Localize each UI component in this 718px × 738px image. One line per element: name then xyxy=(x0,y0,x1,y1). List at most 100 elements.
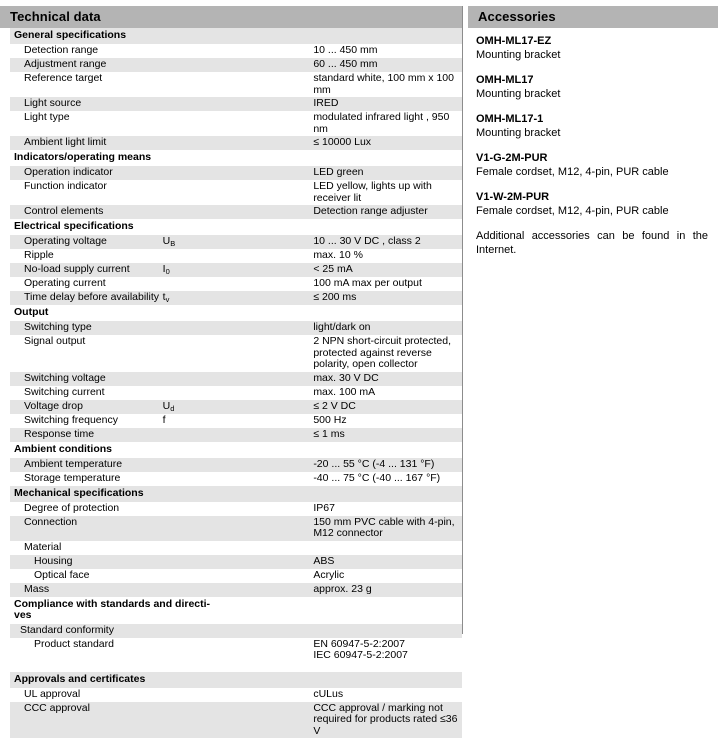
spec-group-heading: Approvals and certificates xyxy=(10,672,462,688)
spec-value: 2 NPN short-circuit protected, protected… xyxy=(311,335,462,372)
spec-label: Switching type xyxy=(10,321,161,335)
spec-label: Storage temperature xyxy=(10,472,161,486)
accessory-name: V1-G-2M-PUR xyxy=(476,151,708,165)
spec-label: Connection xyxy=(10,516,161,541)
spec-symbol xyxy=(161,372,312,386)
spec-symbol xyxy=(161,583,312,597)
spec-symbol xyxy=(161,688,312,702)
spec-label: UL approval xyxy=(10,688,161,702)
spec-group-heading: Mechanical specifications xyxy=(10,486,462,502)
spec-value: 100 mA max per output xyxy=(311,277,462,291)
spec-group-heading-row: Indicators/operating means xyxy=(10,150,462,166)
section-gap xyxy=(10,663,462,672)
spec-symbol: UB xyxy=(161,235,312,249)
spec-group-heading-row: Compliance with standards and directi-ve… xyxy=(10,597,462,624)
spec-value: light/dark on xyxy=(311,321,462,335)
spec-symbol xyxy=(161,111,312,136)
spec-group-heading: Output xyxy=(10,305,462,321)
spec-label: Switching voltage xyxy=(10,372,161,386)
spec-group-heading: Ambient conditions xyxy=(10,442,462,458)
spec-row: Storage temperature-40 ... 75 °C (-40 ..… xyxy=(10,472,462,486)
spec-label: Ambient light limit xyxy=(10,136,161,150)
spec-group-heading-row: General specifications xyxy=(10,28,462,44)
spec-symbol xyxy=(161,72,312,97)
spec-symbol xyxy=(161,180,312,205)
spec-value: ≤ 1 ms xyxy=(311,428,462,442)
spec-group-heading: General specifications xyxy=(10,28,462,44)
spec-label: No-load supply current xyxy=(10,263,161,277)
spec-label: Degree of protection xyxy=(10,502,161,516)
spec-value: < 25 mA xyxy=(311,263,462,277)
spec-label: Adjustment range xyxy=(10,58,161,72)
spec-row: Degree of protection IP67 xyxy=(10,502,462,516)
spec-symbol xyxy=(161,249,312,263)
spec-symbol xyxy=(161,516,312,541)
spec-row: Switching voltage max. 30 V DC xyxy=(10,372,462,386)
accessory-name: OMH-ML17-EZ xyxy=(476,34,708,48)
spec-row: Operating current 100 mA max per output xyxy=(10,277,462,291)
spec-symbol: tv xyxy=(161,291,312,305)
accessory-name: OMH-ML17 xyxy=(476,73,708,87)
spec-row: Connection 150 mm PVC cable with 4-pin, M… xyxy=(10,516,462,541)
spec-symbol: Ud xyxy=(161,400,312,414)
spec-group-heading: Electrical specifications xyxy=(10,219,462,235)
spec-symbol xyxy=(161,569,312,583)
spec-group-heading: Indicators/operating means xyxy=(10,150,462,166)
spec-group-heading-row: Output xyxy=(10,305,462,321)
spec-value: CCC approval / marking not required for … xyxy=(311,702,462,738)
spec-label: Operating current xyxy=(10,277,161,291)
spec-symbol xyxy=(161,624,312,638)
spec-label: Response time xyxy=(10,428,161,442)
spec-symbol: f xyxy=(161,414,312,428)
spec-value: max. 100 mA xyxy=(311,386,462,400)
spec-value: IP67 xyxy=(311,502,462,516)
spec-label: Optical face xyxy=(10,569,161,583)
accessories-note: Additional accessories can be found in t… xyxy=(476,229,708,257)
spec-label: Ripple xyxy=(10,249,161,263)
spec-group-heading-row: Approvals and certificates xyxy=(10,672,462,688)
spec-label: Operation indicator xyxy=(10,166,161,180)
spec-value: ≤ 10000 Lux xyxy=(311,136,462,150)
spec-value: Acrylic xyxy=(311,569,462,583)
spec-symbol xyxy=(161,166,312,180)
spec-symbol xyxy=(161,277,312,291)
spec-group-heading-row: Electrical specifications xyxy=(10,219,462,235)
spec-label: Material xyxy=(10,541,161,555)
spec-value: Detection range adjuster xyxy=(311,205,462,219)
spec-group-heading-row: Ambient conditions xyxy=(10,442,462,458)
spec-value: ≤ 2 V DC xyxy=(311,400,462,414)
spec-value: cULus xyxy=(311,688,462,702)
spec-row: Response time ≤ 1 ms xyxy=(10,428,462,442)
spec-label: Standard conformity xyxy=(10,624,161,638)
accessory-description: Female cordset, M12, 4-pin, PUR cable xyxy=(476,165,708,179)
spec-value: max. 10 % xyxy=(311,249,462,263)
spec-value: IRED xyxy=(311,97,462,111)
spec-symbol xyxy=(161,502,312,516)
accessory-description: Mounting bracket xyxy=(476,87,708,101)
spec-label: Detection range xyxy=(10,44,161,58)
spec-value: standard white, 100 mm x 100 mm xyxy=(311,72,462,97)
spec-value: 10 ... 30 V DC , class 2 xyxy=(311,235,462,249)
spec-value: LED yellow, lights up with receiver lit xyxy=(311,180,462,205)
spec-symbol xyxy=(161,335,312,372)
spec-value: 150 mm PVC cable with 4-pin, M12 connect… xyxy=(311,516,462,541)
spec-value: max. 30 V DC xyxy=(311,372,462,386)
accessories-title: Accessories xyxy=(468,6,718,28)
